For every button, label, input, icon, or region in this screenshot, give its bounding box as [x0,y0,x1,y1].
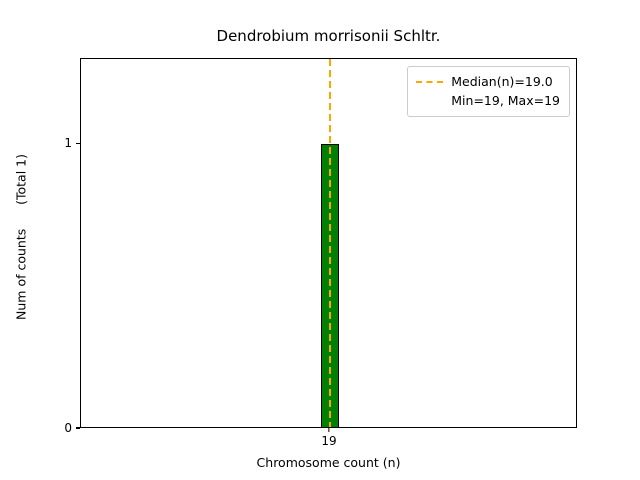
legend-row-minmax: Min=19, Max=19 [416,91,560,110]
median-line-legend-sample-icon [416,80,444,83]
x-axis-label: Chromosome count (n) [256,455,401,470]
legend: Median(n)=19.0 Min=19, Max=19 [407,66,570,117]
legend-median-label: Median(n)=19.0 [451,74,553,89]
y-tick-mark-1 [76,142,80,144]
x-tick-mark-19 [328,428,330,432]
x-axis: 19 [80,428,577,452]
y-tick-group-0: 0 [64,421,80,435]
plot-area: Median(n)=19.0 Min=19, Max=19 [80,58,577,428]
x-tick-group-19: 19 [321,428,337,448]
legend-row-median: Median(n)=19.0 [416,72,560,91]
y-tick-label-1: 1 [64,136,72,151]
y-tick-mark-0 [76,427,80,429]
median-line [329,59,331,427]
y-tick-label-0: 0 [64,421,72,435]
y-axis: 1 0 [0,58,80,435]
legend-minmax-label: Min=19, Max=19 [451,93,560,108]
y-tick-group-1: 1 [64,136,80,150]
chart-title: Dendrobium morrisonii Schltr. [216,27,441,45]
x-tick-label-19: 19 [321,434,337,448]
